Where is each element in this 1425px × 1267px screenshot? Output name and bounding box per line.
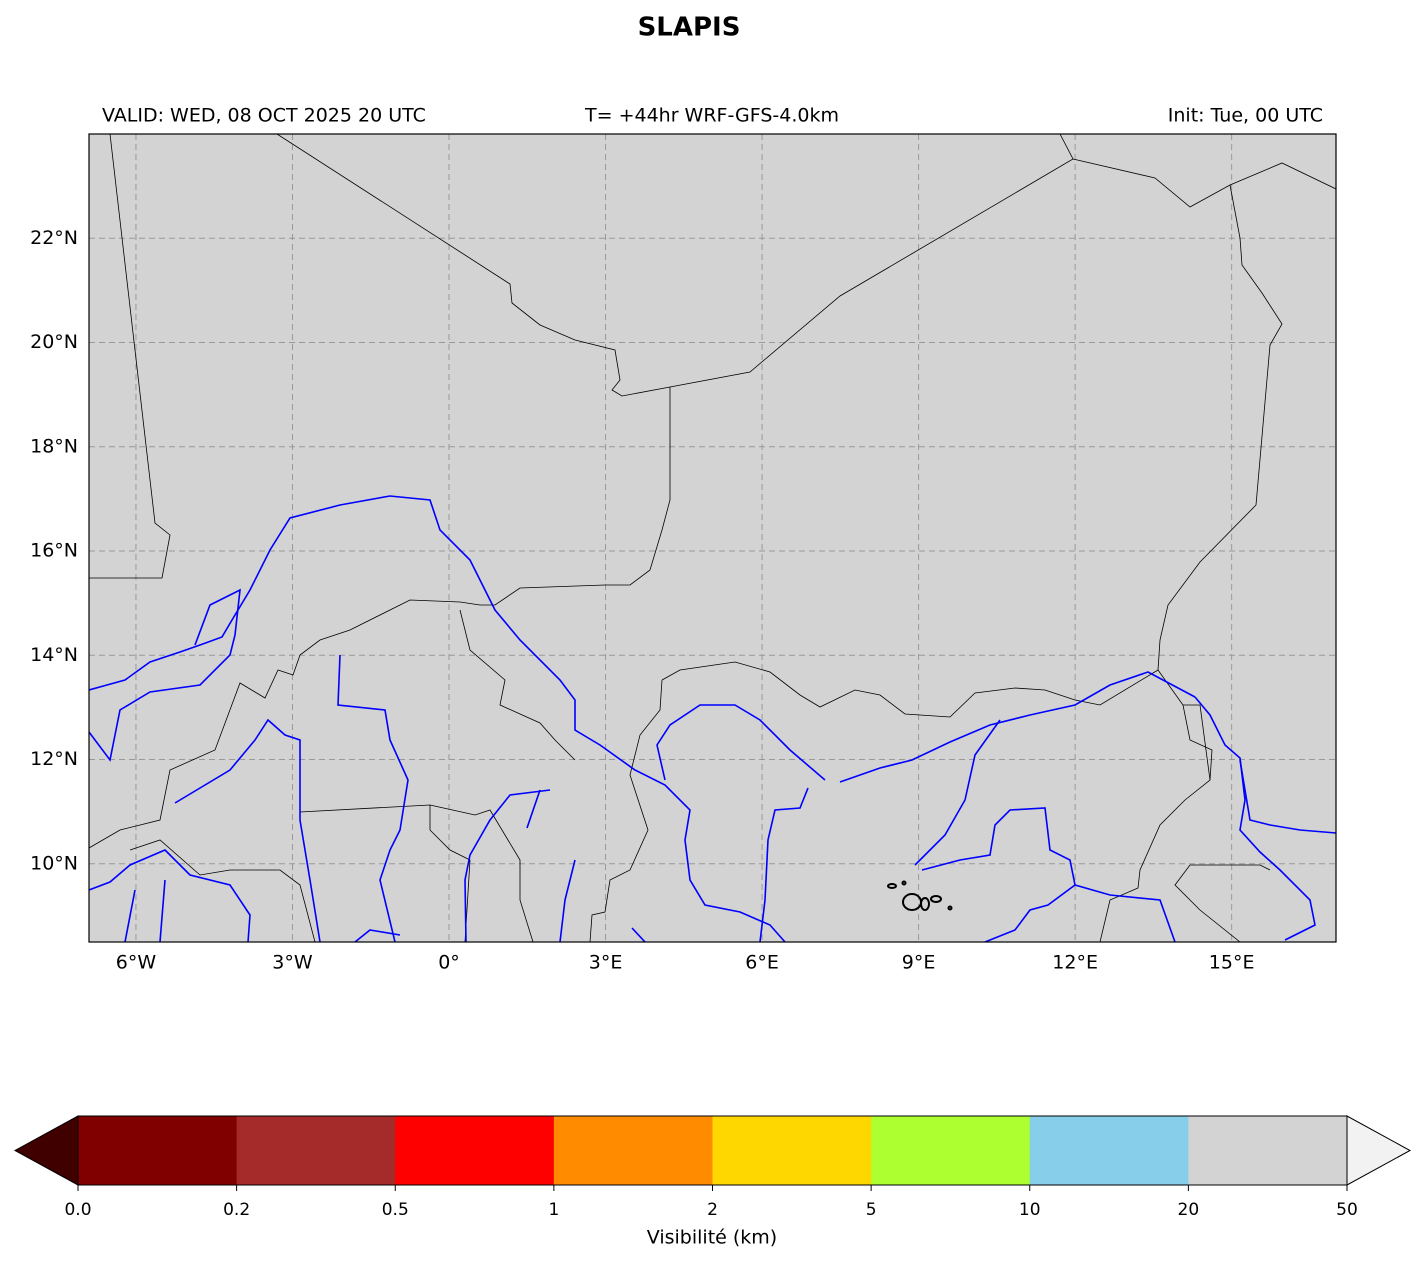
colorbar-segment — [712, 1116, 872, 1185]
colorbar-tick-label: 10 — [1019, 1200, 1041, 1220]
x-tick-label: 0° — [438, 952, 460, 974]
colorbar-segment — [78, 1116, 238, 1185]
river — [89, 849, 251, 942]
river — [921, 807, 1076, 886]
x-tick-label: 3°W — [272, 952, 313, 974]
contour — [930, 895, 942, 903]
river — [914, 719, 1001, 866]
colorbar-tick-label: 0.5 — [382, 1200, 409, 1220]
init-text: Init: Tue, 00 UTC — [1168, 105, 1323, 127]
river — [89, 495, 786, 942]
fog-contours — [887, 880, 953, 911]
border — [1072, 158, 1336, 208]
chart-title: SLAPIS — [638, 13, 741, 43]
border — [276, 134, 1074, 397]
border — [129, 839, 316, 942]
map-frame — [88, 133, 1337, 943]
river — [1194, 696, 1316, 941]
river — [464, 789, 551, 942]
colorbar-tick-label: 2 — [707, 1200, 718, 1220]
colorbar: 0.0 0.2 0.5 1 2 5 10 20 50 — [13, 1115, 1412, 1220]
contour — [947, 905, 953, 911]
colorbar-segment — [236, 1116, 396, 1185]
river — [631, 927, 646, 942]
x-tick-label: 3°E — [589, 952, 623, 974]
border — [429, 805, 471, 942]
river — [174, 718, 321, 942]
border — [589, 679, 663, 942]
valid-text: VALID: WED, 08 OCT 2025 20 UTC — [102, 105, 426, 127]
colorbar-segment — [1188, 1116, 1348, 1185]
border — [89, 134, 171, 579]
y-tick-label: 20°N — [30, 331, 78, 353]
colorbar-segment — [553, 1116, 713, 1185]
colorbar-segment — [1029, 1116, 1189, 1185]
colorbar-tick-label: 20 — [1178, 1200, 1200, 1220]
river — [656, 704, 826, 781]
river — [124, 889, 136, 942]
x-tick-label: 15°E — [1209, 952, 1255, 974]
run-text: T= +44hr WRF-GFS-4.0km — [584, 105, 839, 127]
contour — [887, 883, 897, 889]
y-tick-label: 14°N — [30, 644, 78, 666]
river — [759, 787, 809, 942]
river — [89, 588, 241, 762]
x-tick-label: 12°E — [1052, 952, 1098, 974]
colorbar-over — [1346, 1115, 1412, 1186]
colorbar-tick-label: 0.2 — [223, 1200, 250, 1220]
y-tick-label: 22°N — [30, 227, 78, 249]
colorbar-segment — [871, 1116, 1031, 1185]
y-tick-label: 12°N — [30, 748, 78, 770]
rivers — [89, 495, 1336, 942]
river — [984, 884, 1176, 942]
border — [1183, 704, 1211, 781]
contour — [901, 880, 907, 886]
map-features — [89, 134, 1336, 942]
river — [839, 671, 1196, 783]
border — [89, 387, 671, 849]
colorbar-tick-label: 50 — [1336, 1200, 1358, 1220]
y-tick-label: 10°N — [30, 852, 78, 874]
x-tick-label: 9°E — [902, 952, 936, 974]
colorbar-tick-label: 1 — [548, 1200, 559, 1220]
colorbar-tick-label: 5 — [866, 1200, 877, 1220]
colorbar-segment — [395, 1116, 555, 1185]
x-tick-label: 6°W — [116, 952, 157, 974]
river — [526, 789, 541, 829]
colorbar-label: Visibilité (km) — [647, 1227, 777, 1249]
border — [459, 609, 576, 761]
y-tick-label: 16°N — [30, 540, 78, 562]
y-tick-label: 18°N — [30, 435, 78, 457]
colorbar-under — [13, 1115, 79, 1186]
river — [337, 654, 409, 942]
colorbar-tick-label: 0.0 — [64, 1200, 91, 1220]
river — [354, 929, 401, 942]
river — [159, 879, 166, 942]
x-tick-label: 6°E — [745, 952, 779, 974]
map-background — [89, 134, 1336, 942]
river — [1239, 759, 1336, 834]
border — [1174, 864, 1271, 942]
river — [559, 859, 576, 942]
borders — [89, 134, 1336, 942]
contour — [920, 897, 930, 911]
grid — [89, 134, 1336, 942]
border — [661, 661, 1159, 718]
